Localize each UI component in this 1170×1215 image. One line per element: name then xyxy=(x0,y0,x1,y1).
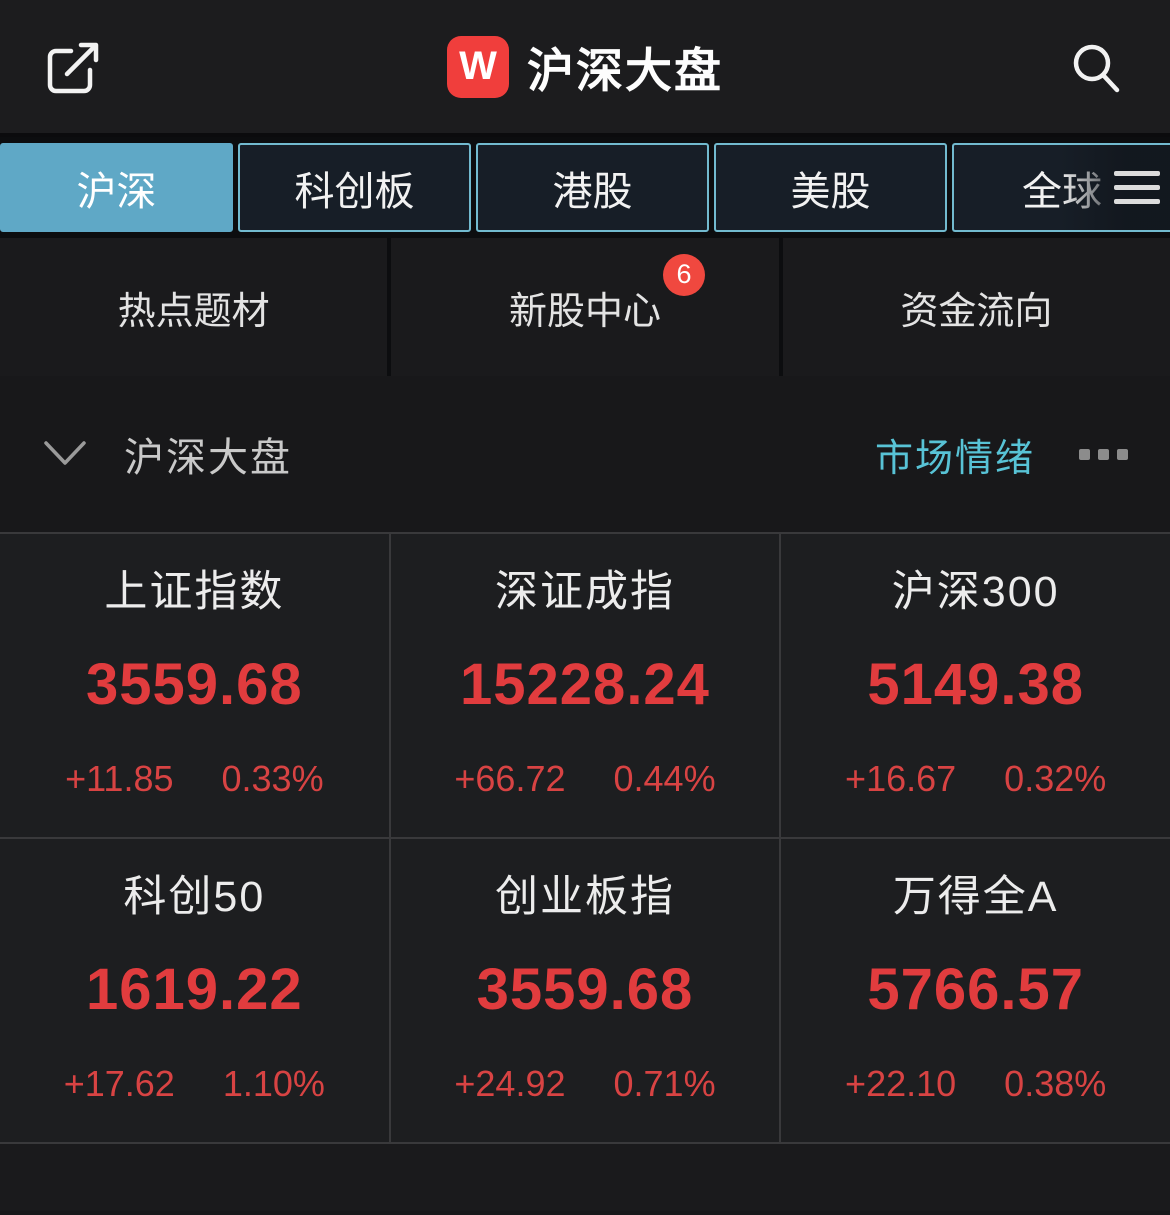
share-icon xyxy=(43,36,105,98)
index-pct: 0.38% xyxy=(1004,1063,1107,1104)
tab-hushen[interactable]: 沪深 xyxy=(0,143,233,232)
bottom-spacer xyxy=(0,1144,1170,1211)
index-pct: 0.33% xyxy=(221,758,324,799)
search-icon xyxy=(1067,38,1125,96)
index-name: 沪深300 xyxy=(891,568,1060,616)
index-value: 1619.22 xyxy=(86,957,303,1022)
wind-logo: W xyxy=(447,35,509,98)
nav-fund-flow[interactable]: 资金流向 xyxy=(782,238,1170,376)
index-card-shangzheng[interactable]: 上证指数 3559.68 +11.85 0.33% xyxy=(0,534,389,837)
index-card-chuangyeban[interactable]: 创业板指 3559.68 +24.92 0.71% xyxy=(390,839,780,1142)
index-pct: 0.71% xyxy=(613,1063,716,1104)
index-change: +66.72 xyxy=(454,758,566,799)
tab-label: 沪深 xyxy=(76,169,157,214)
index-value: 5766.57 xyxy=(867,957,1084,1022)
tab-label: 港股 xyxy=(552,169,633,214)
index-value: 3559.68 xyxy=(476,957,694,1022)
hamburger-menu-icon[interactable] xyxy=(1114,171,1160,204)
index-name: 科创50 xyxy=(123,873,266,921)
nav-label: 热点题材 xyxy=(117,290,270,333)
tab-ganggu[interactable]: 港股 xyxy=(476,143,709,232)
index-pct: 1.10% xyxy=(222,1063,325,1104)
tab-label: 美股 xyxy=(790,169,871,214)
nav-label: 新股中心 xyxy=(508,290,661,333)
index-value: 15228.24 xyxy=(460,652,710,717)
index-card-wandequanA[interactable]: 万得全A 5766.57 +22.10 0.38% xyxy=(781,839,1170,1142)
nav-new-stock-center[interactable]: 新股中心 6 xyxy=(391,238,779,376)
index-change: +24.92 xyxy=(454,1063,566,1104)
index-name: 上证指数 xyxy=(104,568,285,616)
market-sentiment-link[interactable]: 市场情绪 xyxy=(874,437,1035,480)
more-options-icon[interactable] xyxy=(1079,448,1128,460)
index-card-kechuang50[interactable]: 科创50 1619.22 +17.62 1.10% xyxy=(0,839,389,1142)
page-title: 沪深大盘 xyxy=(527,44,723,97)
index-value: 5149.38 xyxy=(867,652,1084,717)
notification-badge: 6 xyxy=(663,253,705,296)
index-change: +11.85 xyxy=(65,758,174,799)
tab-kechuangban[interactable]: 科创板 xyxy=(238,143,471,232)
index-value: 3559.68 xyxy=(86,652,303,717)
quick-nav: 热点题材 新股中心 6 资金流向 xyxy=(0,238,1170,376)
share-button[interactable] xyxy=(42,35,106,99)
index-card-shenzheng[interactable]: 深证成指 15228.24 +66.72 0.44% xyxy=(390,534,780,837)
search-button[interactable] xyxy=(1064,35,1128,99)
index-pct: 0.32% xyxy=(1004,758,1107,799)
index-change: +17.62 xyxy=(63,1063,175,1104)
tab-overflow-fade xyxy=(1060,145,1170,230)
wind-logo-letter: W xyxy=(459,44,497,88)
header: W 沪深大盘 xyxy=(0,0,1170,137)
tab-quanqiu[interactable]: 全球 xyxy=(952,143,1170,232)
section-header: 沪深大盘 市场情绪 xyxy=(0,376,1170,532)
index-name: 创业板指 xyxy=(494,873,675,921)
index-pct: 0.44% xyxy=(613,758,716,799)
collapse-chevron-down-icon[interactable] xyxy=(42,439,88,469)
market-tabbar: 沪深 科创板 港股 美股 全球 xyxy=(0,137,1170,238)
nav-label: 资金流向 xyxy=(900,290,1053,333)
index-name: 深证成指 xyxy=(494,568,675,616)
tab-label: 科创板 xyxy=(294,169,415,214)
title-wrap: W 沪深大盘 xyxy=(447,32,723,101)
index-change: +22.10 xyxy=(845,1063,957,1104)
index-card-hushen300[interactable]: 沪深300 5149.38 +16.67 0.32% xyxy=(781,534,1170,837)
index-change: +16.67 xyxy=(845,758,957,799)
section-title: 沪深大盘 xyxy=(124,436,292,480)
index-name: 万得全A xyxy=(892,873,1059,921)
nav-hot-topics[interactable]: 热点题材 xyxy=(0,238,388,376)
tab-meigu[interactable]: 美股 xyxy=(714,143,947,232)
index-grid: 上证指数 3559.68 +11.85 0.33% 深证成指 15228.24 … xyxy=(0,532,1170,1144)
